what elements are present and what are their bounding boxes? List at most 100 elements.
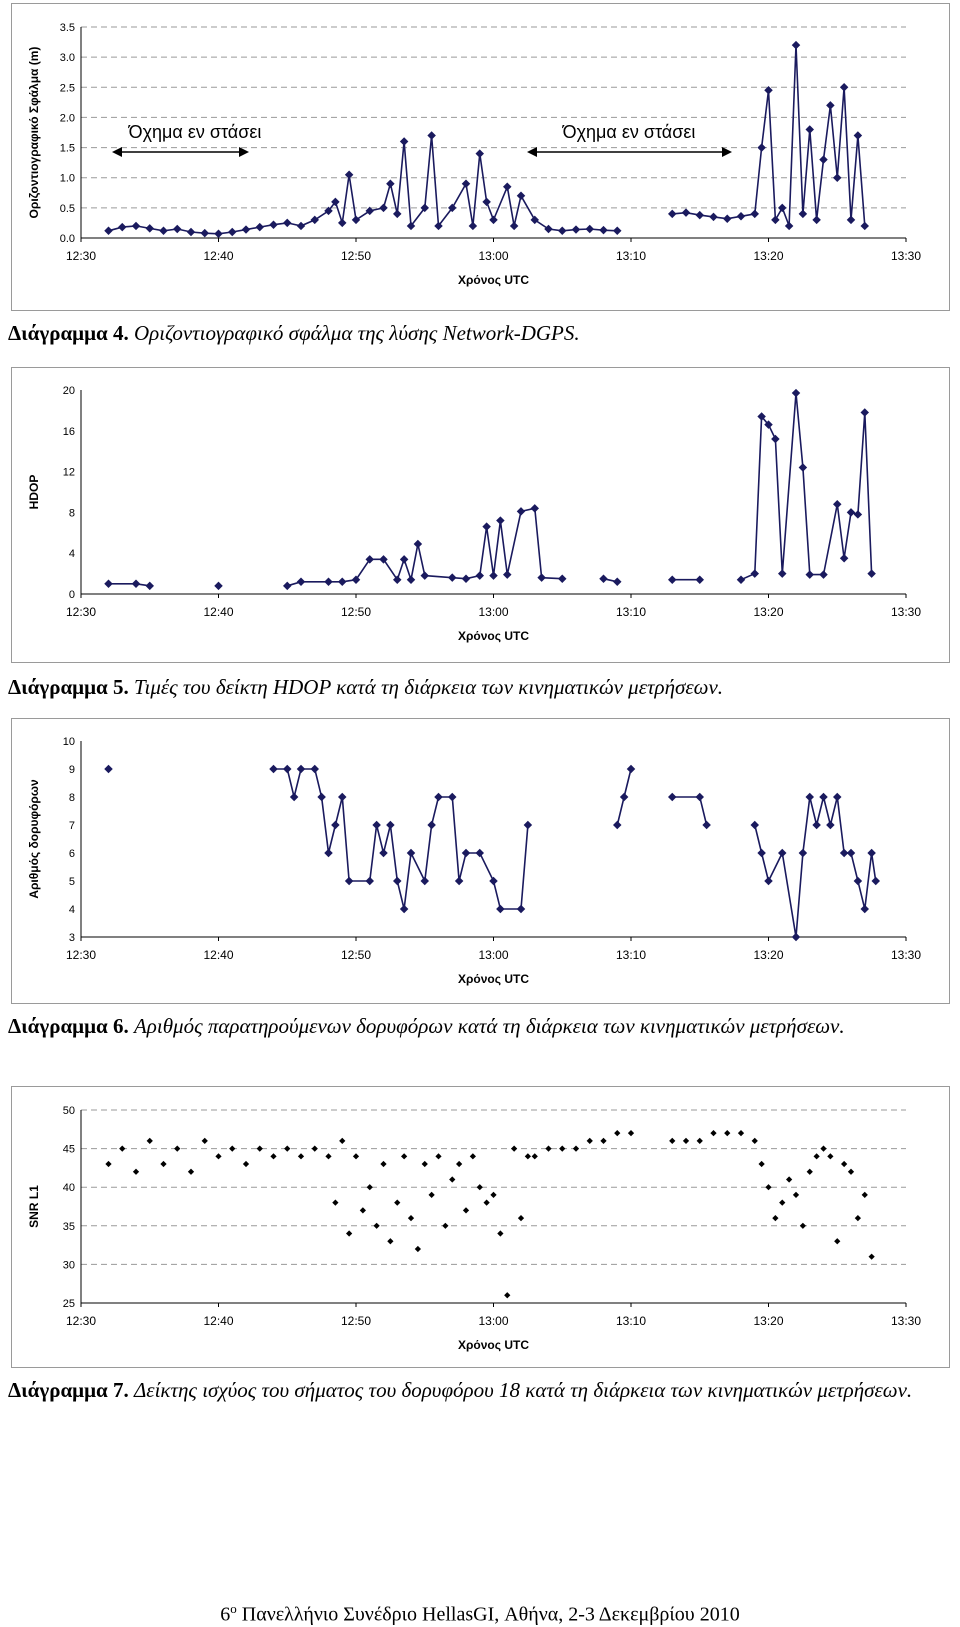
data-point xyxy=(331,820,340,830)
data-point xyxy=(104,764,113,774)
x-axis-title: Χρόνος UTC xyxy=(458,972,529,986)
data-point xyxy=(324,848,333,858)
data-point xyxy=(798,463,808,472)
chart-snr-svg: 25 30 35 40 45 50 12:30 12:40 12:50 13:00 13:10 13:… xyxy=(27,1105,921,1352)
x-tick-label: 13:10 xyxy=(616,948,646,962)
data-point xyxy=(724,1130,731,1137)
data-point xyxy=(826,820,835,830)
data-point xyxy=(668,575,677,584)
data-point xyxy=(310,764,319,774)
chart-snr: 25 30 35 40 45 50 12:30 12:40 12:50 13:00 13:10 13:… xyxy=(11,1086,950,1368)
data-point xyxy=(399,137,409,146)
data-point xyxy=(406,221,416,231)
data-point xyxy=(255,222,264,232)
y-tick-label: 4 xyxy=(69,548,75,560)
data-point xyxy=(833,499,842,509)
data-point xyxy=(696,1137,703,1144)
y-tick-label: 0.0 xyxy=(60,233,75,245)
data-point xyxy=(834,1238,841,1245)
chart-satellites: 3 4 5 6 7 8 9 10 12:30 12:40 12:50 13:00 13:10 13:20 1… xyxy=(11,718,950,1004)
data-point xyxy=(524,1153,531,1160)
data-point xyxy=(614,1130,621,1137)
data-point xyxy=(585,224,594,234)
y-tick-label: 7 xyxy=(69,820,75,832)
data-point xyxy=(461,574,471,583)
data-point xyxy=(483,1199,490,1206)
y-axis-title: Οριζοντιογραφικό Σφάλμα (m) xyxy=(27,47,41,219)
data-point xyxy=(283,581,292,591)
data-point xyxy=(826,101,835,110)
chart-satellites-svg: 3 4 5 6 7 8 9 10 12:30 12:40 12:50 13:00 13:10 13:20 1… xyxy=(27,736,921,986)
y-tick-label: 20 xyxy=(63,385,75,397)
series-line xyxy=(273,768,529,910)
data-point xyxy=(805,125,814,134)
data-point xyxy=(399,904,409,914)
footer-superscript: ο xyxy=(230,1601,237,1616)
data-point xyxy=(791,388,801,398)
data-point xyxy=(386,179,395,188)
data-point xyxy=(599,574,608,583)
data-point xyxy=(757,848,766,858)
x-tick-label: 13:00 xyxy=(478,249,508,263)
data-point xyxy=(613,820,622,830)
caption-label: Διάγραμμα 4. xyxy=(8,321,129,345)
x-tick-label: 12:50 xyxy=(341,605,371,619)
data-point xyxy=(489,876,498,886)
data-point xyxy=(765,1184,772,1191)
data-point xyxy=(613,226,622,236)
chart-horizontal-error: 0.0 0.5 1.0 1.5 2.0 2.5 3.0 3.5 12:30 12:40 12:50 1… xyxy=(11,3,950,311)
x-tick-label: 12:50 xyxy=(341,948,371,962)
data-point xyxy=(351,575,361,584)
y-tick-label: 8 xyxy=(69,507,75,519)
data-point xyxy=(476,1184,483,1191)
data-point xyxy=(778,203,787,213)
data-point xyxy=(846,848,856,858)
data-point xyxy=(537,573,546,582)
data-point xyxy=(104,579,113,589)
x-tick-label: 12:50 xyxy=(341,1314,371,1328)
data-point xyxy=(187,1168,195,1175)
data-point xyxy=(511,1145,518,1152)
y-tick-label: 50 xyxy=(63,1105,75,1117)
data-point xyxy=(854,1214,861,1222)
data-point xyxy=(695,792,704,802)
x-tick-label: 12:30 xyxy=(66,1314,96,1328)
data-point xyxy=(619,792,629,802)
data-point xyxy=(289,792,299,802)
y-tick-label: 9 xyxy=(69,764,75,776)
data-point xyxy=(317,792,326,802)
data-point xyxy=(146,1137,153,1144)
x-tick-label: 12:40 xyxy=(203,249,233,263)
data-point xyxy=(496,516,505,525)
data-point xyxy=(448,792,457,802)
data-point xyxy=(448,573,457,582)
data-point xyxy=(201,1137,208,1144)
data-point xyxy=(256,1145,263,1152)
data-point xyxy=(296,764,306,774)
footer-ordinal: 6 xyxy=(220,1603,231,1626)
data-point xyxy=(861,1191,868,1199)
data-point xyxy=(517,1214,525,1222)
y-tick-label: 16 xyxy=(63,426,75,438)
y-axis-title: SNR L1 xyxy=(27,1185,41,1228)
data-point xyxy=(627,1130,635,1137)
data-point xyxy=(372,820,381,830)
data-point xyxy=(406,575,416,584)
data-point xyxy=(702,820,711,830)
data-point xyxy=(173,224,182,234)
caption-label: Διάγραμμα 6. xyxy=(8,1014,129,1038)
data-point xyxy=(214,229,223,239)
caption-text: Αριθμός παρατηρούμενων δορυφόρων κατά τη… xyxy=(133,1014,845,1038)
annotation-label: Όχημα εν στάσει xyxy=(562,122,696,142)
data-point xyxy=(668,792,677,802)
y-tick-label: 40 xyxy=(63,1182,75,1194)
data-point xyxy=(626,764,636,774)
data-point xyxy=(427,131,436,140)
caption-figure-7: Διάγραμμα 7. Δείκτης ισχύος του σήματος … xyxy=(8,1376,952,1404)
data-point xyxy=(413,539,423,549)
data-point xyxy=(434,221,443,231)
data-point xyxy=(393,209,402,219)
data-point xyxy=(482,522,491,531)
data-point xyxy=(461,848,471,858)
data-point xyxy=(270,1153,277,1160)
